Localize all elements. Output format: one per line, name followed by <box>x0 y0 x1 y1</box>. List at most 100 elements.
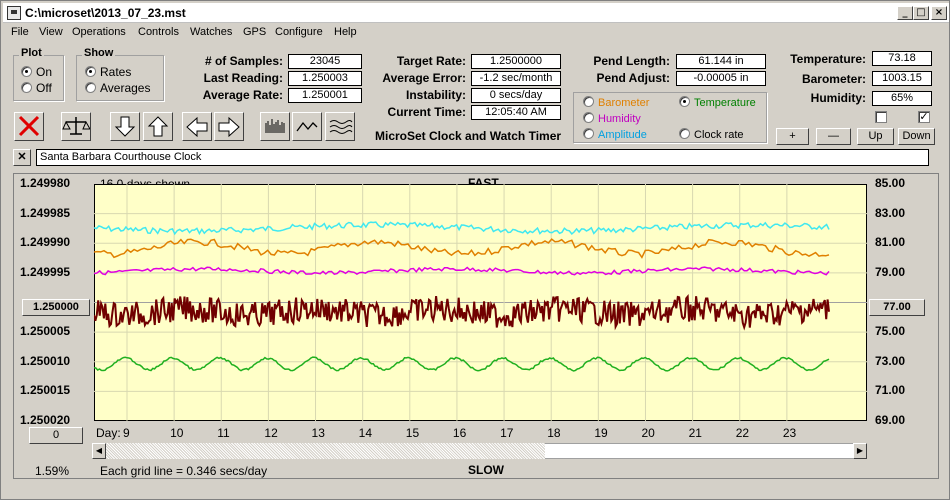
clear-button[interactable] <box>14 112 44 141</box>
scroll-left-button[interactable]: ◀ <box>92 443 106 459</box>
plot-on-label: On <box>36 65 53 79</box>
show-rates-radio[interactable]: Rates <box>85 65 131 79</box>
right-arrow-button[interactable] <box>214 112 244 141</box>
series-line-barometer <box>94 238 830 259</box>
right-axis-tick: 75.00 <box>875 324 906 339</box>
scale-balance-icon <box>62 117 90 135</box>
current-time-value: 12:05:40 AM <box>471 105 561 120</box>
down-arrow-button[interactable] <box>110 112 140 141</box>
clock-name-field[interactable]: Santa Barbara Courthouse Clock <box>36 149 929 166</box>
menu-file[interactable]: File <box>11 26 29 38</box>
left-axis-tick: 1.250020 <box>20 413 71 427</box>
sensor-humidity-radio[interactable]: Humidity <box>583 112 641 125</box>
minimize-button[interactable]: _ <box>897 6 913 20</box>
x-axis-tick: 15 <box>405 426 420 440</box>
left-axis-tick: 1.249995 <box>20 264 71 279</box>
right-axis-center-button[interactable]: 77.00 <box>869 299 925 316</box>
x-axis-tick: 13 <box>311 426 325 440</box>
scale-down-button[interactable]: Down <box>898 128 935 145</box>
wave-lines-icon <box>329 120 353 134</box>
grid-note-label: Each grid line = 0.346 secs/day <box>100 464 268 478</box>
temperature-label: Temperature: <box>790 52 866 66</box>
horizontal-scrollbar-track[interactable] <box>544 443 866 459</box>
sensor-clock-rate-label: Clock rate <box>694 129 744 141</box>
show-averages-radio[interactable]: Averages <box>85 81 150 95</box>
left-axis-tick: 1.250010 <box>20 353 71 368</box>
offset-button[interactable]: 0 <box>29 427 83 444</box>
bars-view-button[interactable] <box>260 112 290 141</box>
chart-panel: 16.0 days shown FAST SLOW Each grid line… <box>13 173 939 479</box>
sensor-temperature-radio[interactable]: Temperature <box>679 96 756 109</box>
series-line-amplitude <box>94 221 830 236</box>
temperature-value: 73.18 <box>872 51 932 66</box>
right-axis-tick: 83.00 <box>875 205 906 220</box>
wave-view-button[interactable] <box>325 112 355 141</box>
menu-watches[interactable]: Watches <box>190 26 233 38</box>
radio-dot-icon <box>583 96 594 107</box>
barometer-value: 1003.15 <box>872 71 932 86</box>
left-arrow-icon <box>186 116 208 138</box>
right-axis-tick: 79.00 <box>875 264 906 279</box>
app-icon <box>7 6 21 20</box>
checkbox-right[interactable]: ✓ <box>918 110 930 123</box>
menu-help[interactable]: Help <box>334 26 357 38</box>
up-arrow-button[interactable] <box>143 112 173 141</box>
balance-button[interactable] <box>61 112 91 141</box>
radio-dot-icon <box>21 82 32 93</box>
radio-dot-icon <box>21 66 32 77</box>
x-axis-tick: 11 <box>217 426 230 440</box>
sensor-amplitude-label: Amplitude <box>598 129 647 141</box>
scrollbar-empty-region[interactable] <box>104 443 545 459</box>
menu-controls[interactable]: Controls <box>138 26 179 38</box>
left-axis-tick: 1.250015 <box>20 383 71 398</box>
pend-adjust-value: -0.00005 in <box>676 71 766 86</box>
title-bar: C:\microset\2013_07_23.mst _ □ × <box>3 3 949 23</box>
series-line-temperature <box>94 356 830 372</box>
maximize-button[interactable]: □ <box>913 6 929 20</box>
checkbox-left[interactable] <box>875 111 887 123</box>
barometer-label: Barometer: <box>801 72 866 86</box>
close-button[interactable]: × <box>931 6 947 20</box>
target-rate-label: Target Rate: <box>396 54 466 68</box>
menu-operations[interactable]: Operations <box>72 26 126 38</box>
radio-dot-icon <box>85 66 96 77</box>
plot-off-radio[interactable]: Off <box>21 81 52 95</box>
menu-gps[interactable]: GPS <box>243 26 267 38</box>
humidity-label: Humidity: <box>810 91 866 105</box>
menu-configure[interactable]: Configure <box>275 26 323 38</box>
series-line-clock-rate <box>94 294 830 331</box>
average-rate-value: 1.250001 <box>288 88 362 103</box>
menu-view[interactable]: View <box>39 26 63 38</box>
scale-minus-button[interactable]: — <box>816 128 851 145</box>
clear-name-button[interactable]: ✕ <box>13 149 31 166</box>
scale-up-button[interactable]: Up <box>857 128 894 145</box>
last-reading-value: 1.250003 <box>288 71 362 86</box>
right-axis-tick: 73.00 <box>875 353 906 368</box>
left-axis-tick: 1.249980 <box>20 176 71 190</box>
left-axis-tick: 1.249985 <box>20 205 71 220</box>
plot-on-radio[interactable]: On <box>21 65 52 79</box>
show-group <box>76 55 164 101</box>
sensor-clock-rate-radio[interactable]: Clock rate <box>679 128 744 141</box>
sensor-amplitude-radio[interactable]: Amplitude <box>583 128 647 141</box>
scroll-right-button[interactable]: ▶ <box>853 443 867 459</box>
right-axis-tick: 69.00 <box>875 413 906 427</box>
line-view-button[interactable] <box>292 112 322 141</box>
pend-length-value: 61.144 in <box>676 54 766 69</box>
samples-value: 23045 <box>288 54 362 69</box>
samples-label: # of Samples: <box>204 54 283 68</box>
line-graph-icon <box>296 121 318 132</box>
right-arrow-icon <box>218 116 240 138</box>
left-axis-center-button[interactable]: 1.250000 <box>22 299 90 316</box>
radio-dot-icon <box>583 128 594 139</box>
down-arrow-icon <box>114 116 136 137</box>
plot-area <box>94 184 867 421</box>
up-arrow-icon <box>147 116 169 137</box>
pend-adjust-label: Pend Adjust: <box>596 71 670 85</box>
right-axis-tick: 81.00 <box>875 235 906 250</box>
left-arrow-button[interactable] <box>182 112 212 141</box>
show-rates-label: Rates <box>100 65 132 79</box>
day-prefix-label: Day: <box>96 426 121 440</box>
sensor-barometer-radio[interactable]: Barometer <box>583 96 649 109</box>
scale-plus-button[interactable]: + <box>776 128 809 145</box>
